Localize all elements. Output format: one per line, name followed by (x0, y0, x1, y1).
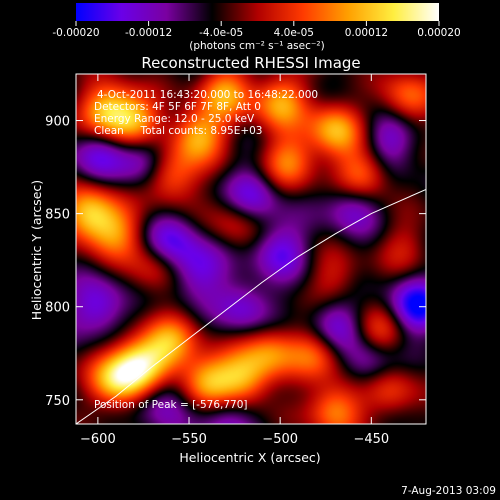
y-tick-label: 850 (45, 208, 70, 223)
x-tick-label: −550 (171, 432, 207, 447)
colorbar-tick-label: 0.00020 (417, 27, 460, 39)
y-axis-ticks: 750 800 850 900 (45, 115, 426, 409)
annotation-time: 4-Oct-2011 16:43:20.000 to 16:48:22.000 (97, 89, 318, 101)
x-tick-label: −600 (80, 432, 116, 447)
colorbar-tick-label: -0.00020 (52, 27, 99, 39)
y-tick-label: 750 (45, 394, 70, 409)
solar-limb-curve (76, 188, 426, 424)
plot-annotations: 4-Oct-2011 16:43:20.000 to 16:48:22.000 … (94, 89, 318, 411)
chart-title: Reconstructed RHESSI Image (141, 54, 360, 72)
annotation-energy: Energy Range: 12.0 - 25.0 keV (94, 113, 255, 125)
colorbar-gradient (76, 3, 439, 21)
annotation-peak-position: Position of Peak = [-576,770] (94, 399, 248, 411)
colorbar-tick-label: -0.00012 (125, 27, 172, 39)
y-tick-label: 900 (45, 115, 70, 130)
x-tick-label: −500 (262, 432, 298, 447)
colorbar: -0.00020 -0.00012 -4.0e-05 4.0e-05 0.00012 0.… (52, 3, 461, 52)
plot-frame (75, 73, 427, 425)
y-tick-label: 800 (45, 301, 70, 316)
y-axis-label: Heliocentric Y (arcsec) (29, 180, 44, 320)
x-axis-label: Heliocentric X (arcsec) (179, 450, 320, 465)
colorbar-ticks: -0.00020 -0.00012 -4.0e-05 4.0e-05 0.00012 0.… (52, 21, 461, 39)
colorbar-tick-label: -4.0e-05 (199, 27, 243, 39)
heatmap-image (76, 74, 426, 424)
x-tick-label: −450 (353, 432, 389, 447)
x-axis-ticks: −600 −550 −500 −450 (80, 74, 389, 447)
annotation-clean: Clean Total counts: 8.95E+03 (94, 125, 263, 137)
annotation-detectors: Detectors: 4F 5F 6F 7F 8F, Att 0 (94, 101, 261, 113)
colorbar-tick-label: 4.0e-05 (274, 27, 314, 39)
colorbar-tick-label: 0.00012 (345, 27, 388, 39)
footer-date: 7-Aug-2013 03:09 (401, 485, 496, 497)
colorbar-label: (photons cm⁻² s⁻¹ asec⁻²) (189, 40, 324, 52)
plot-area (76, 74, 426, 424)
